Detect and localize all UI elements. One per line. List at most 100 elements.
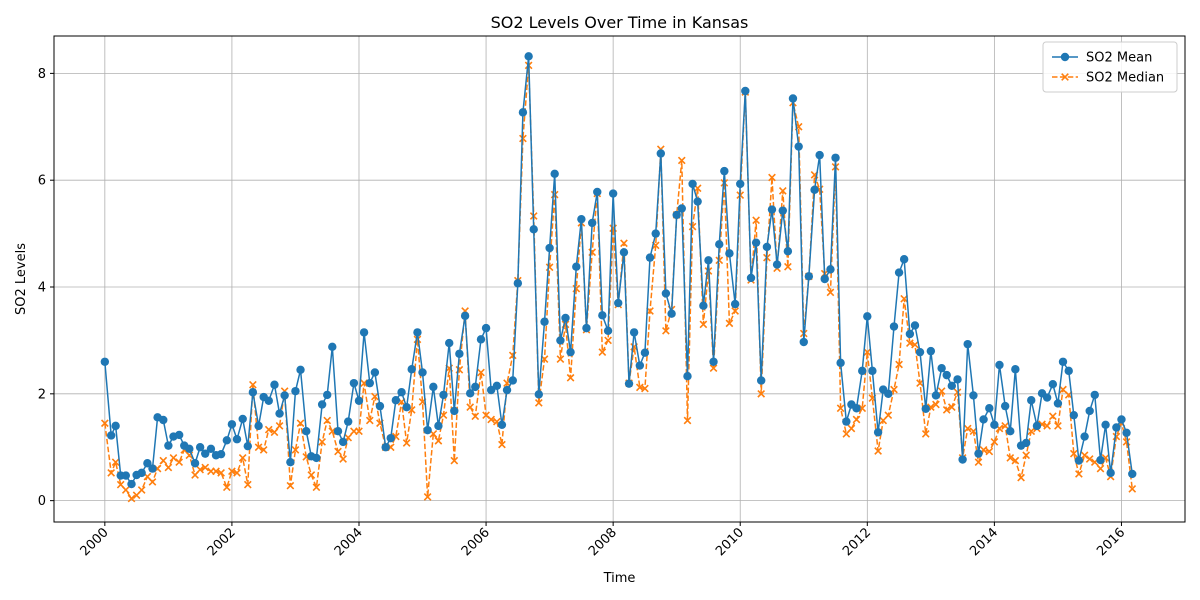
data-point — [709, 357, 718, 366]
data-point — [1042, 393, 1052, 402]
data-point — [413, 328, 422, 337]
data-point — [365, 378, 374, 388]
data-point — [985, 404, 994, 413]
data-point — [1059, 385, 1067, 394]
data-point — [784, 262, 792, 271]
data-point — [111, 458, 120, 467]
data-point — [889, 322, 899, 331]
data-point — [529, 225, 538, 234]
data-point — [275, 422, 284, 430]
data-point — [196, 465, 205, 474]
data-point — [556, 336, 565, 345]
data-point — [375, 401, 385, 411]
data-point — [677, 204, 686, 213]
data-point — [831, 153, 840, 162]
data-point — [608, 189, 618, 198]
data-point — [354, 396, 364, 405]
data-point — [709, 364, 718, 373]
data-point — [598, 348, 607, 357]
data-point — [1048, 380, 1058, 389]
y-tick-label: 6 — [38, 174, 46, 189]
data-point — [1054, 422, 1062, 430]
y-tick-label: 8 — [38, 67, 46, 82]
data-point — [100, 419, 109, 428]
data-point — [826, 265, 835, 274]
data-point — [402, 402, 411, 412]
data-point — [624, 379, 634, 388]
data-point — [799, 337, 808, 347]
data-point — [338, 437, 348, 447]
data-point — [1011, 456, 1020, 465]
data-point — [947, 403, 956, 412]
data-point — [233, 469, 241, 477]
data-point — [884, 389, 893, 399]
data-point — [836, 404, 845, 413]
data-point — [439, 411, 448, 420]
data-point — [1096, 464, 1105, 473]
data-point — [111, 421, 120, 431]
data-point — [683, 416, 692, 425]
data-point — [598, 311, 607, 320]
data-point — [418, 368, 427, 377]
data-point — [137, 468, 146, 478]
data-point — [756, 376, 766, 385]
data-point — [508, 351, 517, 360]
data-point — [629, 328, 639, 337]
data-point — [307, 471, 316, 479]
data-point — [990, 420, 999, 429]
data-point — [614, 298, 623, 308]
data-point — [963, 339, 972, 349]
data-point — [355, 427, 363, 436]
data-point — [296, 365, 305, 374]
data-point — [921, 404, 930, 413]
data-point — [1048, 412, 1057, 421]
data-point — [227, 420, 237, 429]
data-point — [243, 441, 252, 451]
data-point — [778, 187, 787, 195]
legend-item: SO2 Mean — [1052, 51, 1152, 66]
data-point — [1022, 451, 1031, 460]
data-point — [619, 248, 629, 257]
data-point — [741, 86, 750, 96]
data-point — [1112, 423, 1121, 432]
data-point — [985, 447, 994, 456]
y-tick-label: 0 — [38, 494, 46, 509]
data-point — [524, 52, 533, 61]
data-point — [699, 320, 708, 329]
data-point — [566, 347, 575, 357]
data-point — [1032, 421, 1042, 431]
plot-frame — [53, 35, 1186, 523]
data-point — [286, 457, 295, 467]
data-point — [445, 338, 454, 348]
data-point — [1080, 451, 1089, 460]
data-point — [1006, 427, 1015, 436]
data-point — [148, 464, 157, 473]
data-point — [720, 166, 729, 176]
data-point — [1058, 357, 1068, 366]
data-point — [391, 396, 401, 405]
data-point — [641, 384, 649, 393]
data-point — [513, 279, 523, 288]
data-point — [593, 187, 602, 197]
data-point — [1096, 455, 1105, 465]
data-point — [508, 376, 517, 385]
data-point — [667, 309, 676, 318]
data-point — [386, 433, 395, 443]
data-point — [921, 430, 930, 438]
legend-item: SO2 Median — [1052, 71, 1164, 86]
data-point — [365, 416, 374, 425]
data-point — [932, 400, 940, 409]
data-point — [1085, 406, 1094, 416]
data-point — [874, 447, 882, 455]
data-point — [852, 415, 861, 424]
data-point — [127, 479, 136, 489]
data-point — [768, 173, 776, 182]
data-point — [397, 388, 406, 397]
data-point — [328, 342, 337, 352]
y-tick-label: 4 — [38, 281, 46, 296]
data-point — [894, 268, 904, 277]
data-point — [1112, 432, 1121, 441]
data-point — [476, 335, 486, 344]
data-point — [731, 307, 740, 315]
